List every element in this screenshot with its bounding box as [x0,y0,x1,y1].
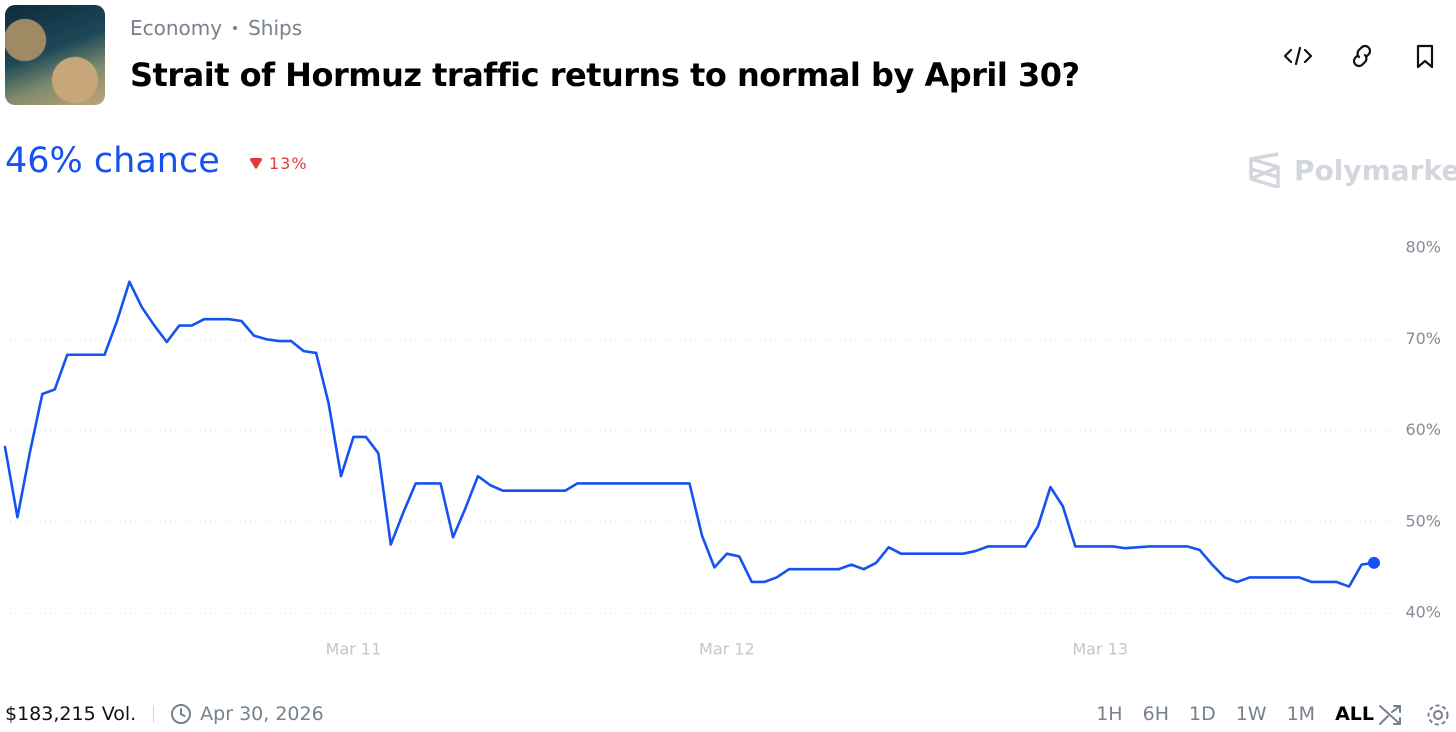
down-arrow [250,157,262,169]
range-button[interactable]: 1D [1189,703,1216,725]
separator [233,26,238,30]
volume: $183,215 Vol. [5,703,137,725]
category-link[interactable]: Economy [130,16,223,40]
header-actions [1284,44,1434,69]
change-value: 13% [269,154,308,173]
market-image [5,5,105,105]
bookmark-button[interactable] [1416,44,1434,69]
range-button[interactable]: 6H [1142,703,1169,725]
brand-logo [1249,152,1280,188]
y-tick-label: 40% [1405,603,1441,622]
brand: Polymarket [1248,152,1456,188]
brand-name: Polymarket [1294,153,1456,187]
clock-icon [171,704,192,724]
market-title: Strait of Hormuz traffic returns to norm… [130,56,1080,94]
y-tick-label: 80% [1405,238,1441,257]
breadcrumb: Economy Ships [130,16,302,40]
embed-button[interactable] [1284,46,1313,66]
change: 13% [249,154,308,173]
end-date: Apr 30, 2026 [200,703,324,725]
category-link[interactable]: Ships [248,16,303,40]
x-tick-label: Mar 11 [326,640,382,659]
x-tick-label: Mar 13 [1072,640,1128,659]
range-button[interactable]: 1M [1286,703,1316,725]
range-selector: 1H 6H 1D 1W 1M ALL [1096,703,1374,725]
x-tick-label: Mar 12 [699,640,755,659]
range-button[interactable]: 1H [1096,703,1123,725]
y-tick-label: 70% [1405,329,1441,348]
divider [153,705,155,723]
range-button[interactable]: ALL [1335,703,1374,725]
copy-link-button[interactable] [1352,44,1372,68]
chart-controls [1379,704,1449,726]
chance: 46% chance [5,141,220,181]
footer-info: $183,215 Vol. Apr 30, 2026 [5,703,324,725]
end-marker [1368,556,1380,569]
y-tick-label: 50% [1405,511,1441,530]
shuffle-button[interactable] [1379,705,1401,725]
price-line [3,280,1376,588]
chart: 40% 50% 60% 70% 80% Mar 11 Mar 12 Mar 13 [3,238,1441,659]
settings-button[interactable] [1427,704,1449,726]
range-button[interactable]: 1W [1235,703,1267,725]
y-tick-label: 60% [1405,420,1441,439]
